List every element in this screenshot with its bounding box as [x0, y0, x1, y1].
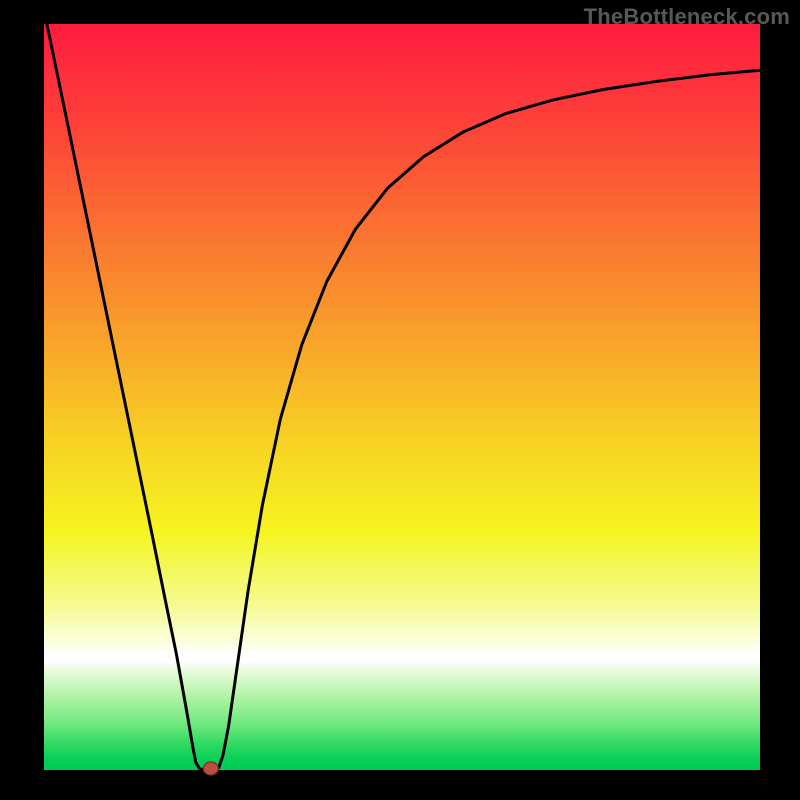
- watermark-text: TheBottleneck.com: [584, 4, 790, 30]
- plot-background: [44, 24, 760, 770]
- chart-frame: TheBottleneck.com: [0, 0, 800, 800]
- bottleneck-chart: [0, 0, 800, 800]
- optimum-marker: [203, 762, 218, 775]
